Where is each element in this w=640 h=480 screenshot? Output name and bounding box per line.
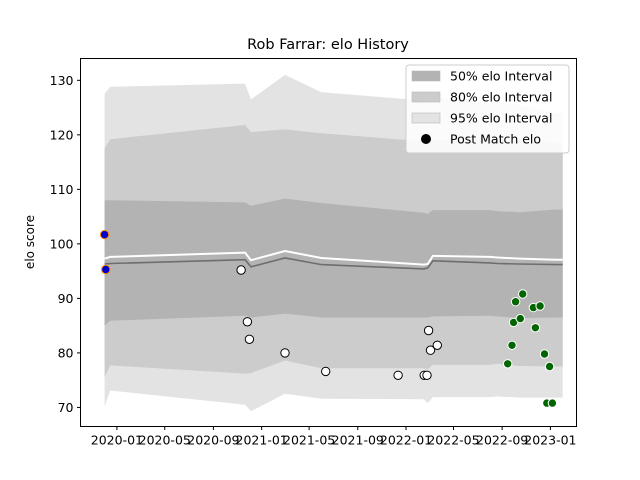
x-tick-label: 2022-01: [380, 433, 432, 448]
y-tick-label: 70: [58, 400, 74, 415]
y-tick-label: 110: [50, 182, 74, 197]
data-point: [519, 290, 527, 298]
data-point: [540, 350, 548, 358]
data-point: [424, 326, 432, 334]
data-point: [237, 266, 245, 274]
data-point: [322, 367, 330, 375]
data-point: [281, 349, 289, 357]
data-point: [243, 318, 251, 326]
x-tick-label: 2022-05: [427, 433, 479, 448]
data-point: [100, 230, 108, 238]
data-point: [548, 399, 556, 407]
x-tick-label: 2021-09: [332, 433, 384, 448]
data-point: [245, 335, 253, 343]
x-tick-label: 2021-05: [283, 433, 335, 448]
data-point: [423, 371, 431, 379]
y-tick-label: 120: [50, 127, 74, 142]
y-tick-label: 80: [58, 345, 74, 360]
x-tick-label: 2022-09: [476, 433, 528, 448]
data-point: [102, 265, 110, 273]
data-point: [394, 371, 402, 379]
data-point: [508, 341, 516, 349]
legend-swatch: [412, 71, 440, 81]
legend-marker: [421, 134, 431, 144]
x-tick-label: 2020-01: [91, 433, 143, 448]
data-point: [536, 302, 544, 310]
data-point: [545, 362, 553, 370]
data-point: [516, 314, 524, 322]
x-tick-label: 2020-05: [139, 433, 191, 448]
x-tick-label: 2020-09: [187, 433, 239, 448]
y-tick-label: 130: [50, 73, 74, 88]
data-point: [504, 360, 512, 368]
legend-label: 80% elo Interval: [450, 90, 552, 105]
x-tick-label: 2023-01: [524, 433, 576, 448]
legend-label: 50% elo Interval: [450, 69, 552, 84]
y-tick-label: 100: [50, 236, 74, 251]
y-tick-label: 90: [58, 291, 74, 306]
legend-swatch: [412, 92, 440, 102]
legend-swatch: [412, 113, 440, 123]
legend-label: Post Match elo: [450, 132, 541, 147]
y-axis-label: elo score: [23, 215, 37, 269]
data-point: [511, 298, 519, 306]
x-tick-label: 2021-01: [236, 433, 288, 448]
data-point: [433, 341, 441, 349]
data-point: [531, 324, 539, 332]
chart-title: Rob Farrar: elo History: [247, 37, 409, 53]
legend-label: 95% elo Interval: [450, 111, 552, 126]
